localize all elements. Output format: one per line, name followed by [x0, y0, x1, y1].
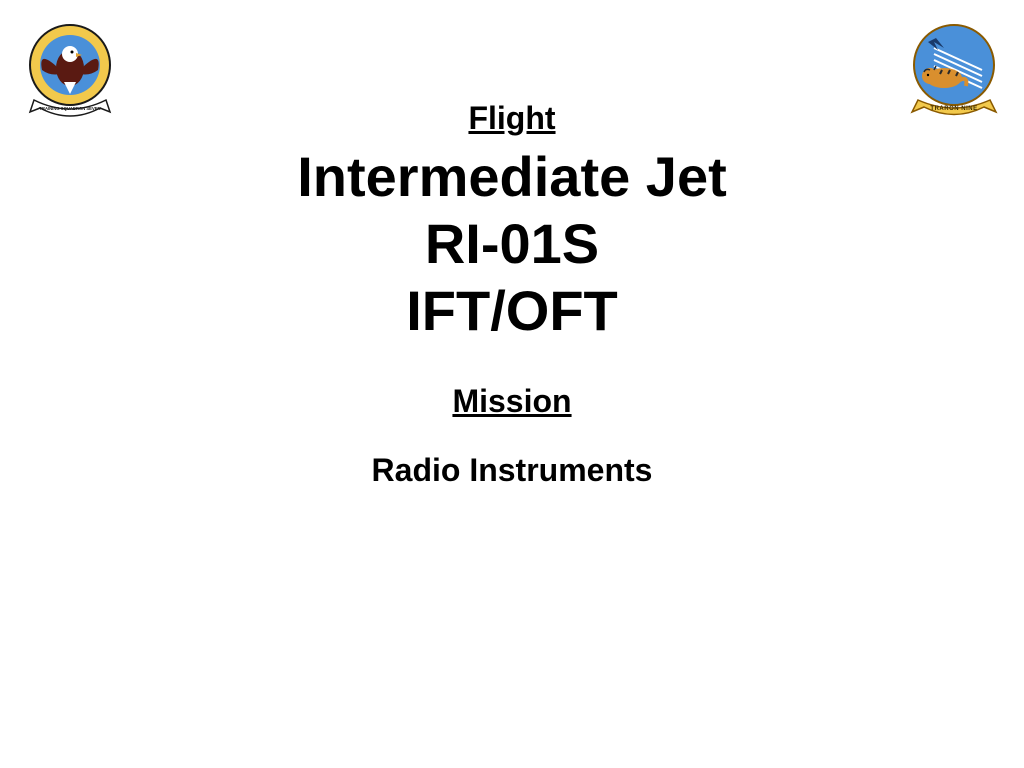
title-line-1: Intermediate Jet — [0, 143, 1024, 210]
title-line-3: IFT/OFT — [0, 277, 1024, 344]
slide: TRAINING SQUADRON SEVEN TRARON NIN — [0, 0, 1024, 768]
section-label-flight: Flight — [0, 100, 1024, 137]
title-line-2: RI-01S — [0, 210, 1024, 277]
mission-body: Radio Instruments — [0, 452, 1024, 489]
slide-content: Flight Intermediate Jet RI-01S IFT/OFT M… — [0, 100, 1024, 489]
section-label-mission: Mission — [0, 383, 1024, 420]
mission-block: Mission Radio Instruments — [0, 383, 1024, 489]
